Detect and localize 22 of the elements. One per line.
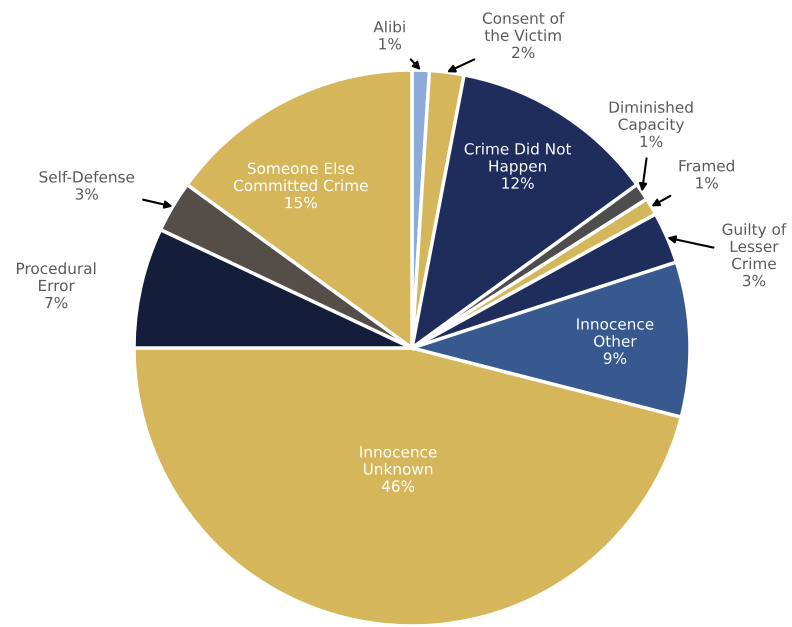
data-label: 1% [379, 38, 402, 50]
slice-label: Crime Did Not Happen [464, 142, 572, 175]
data-label: 7% [45, 296, 68, 308]
slice-label: Guilty of Lesser Crime [722, 223, 787, 270]
data-label: 46% [382, 480, 414, 492]
slice-label: Procedural Error [17, 262, 96, 292]
data-label: 3% [76, 188, 98, 200]
data-label: 12% [502, 177, 534, 189]
slice-label: Innocence Other [577, 318, 654, 347]
data-label: 9% [604, 352, 626, 364]
slice-label: Alibi [373, 20, 405, 33]
data-label: 2% [512, 46, 534, 58]
slice-label: Diminished Capacity [610, 101, 693, 133]
data-label: 3% [742, 274, 766, 286]
slice-label: Consent of the Victim [482, 12, 565, 42]
data-label: 1% [640, 136, 662, 148]
slice-label: Framed [680, 160, 734, 172]
slice-label: Innocence Unknown [360, 446, 437, 475]
data-label: 1% [696, 177, 718, 189]
slice-label: Someone Else Committed Crime [234, 162, 368, 192]
data-label: 15% [286, 196, 317, 208]
slice-label: Self-Defense [40, 170, 134, 183]
